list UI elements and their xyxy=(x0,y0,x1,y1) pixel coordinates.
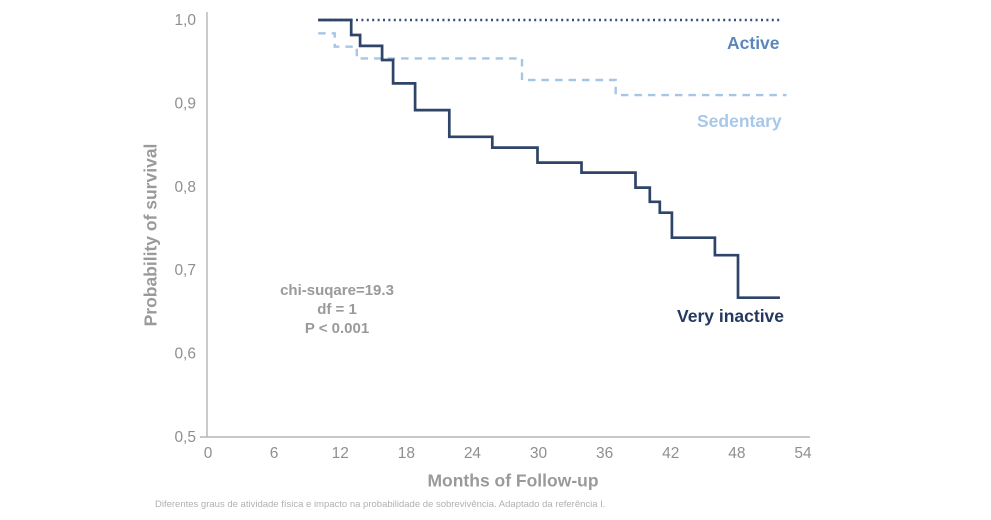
y-tick-label: 0,6 xyxy=(174,346,196,363)
x-tick-label: 54 xyxy=(794,445,812,462)
series-label-very-inactive: Very inactive xyxy=(677,306,785,326)
stats-df: df = 1 xyxy=(317,301,357,318)
y-tick-label: 0,9 xyxy=(174,95,196,112)
x-tick-label: 42 xyxy=(662,445,679,462)
series-label-sedentary: Sedentary xyxy=(697,111,782,131)
x-axis-title: Months of Follow-up xyxy=(427,470,599,491)
stats-p-value: P < 0.001 xyxy=(304,320,370,337)
y-tick-label: 0,5 xyxy=(174,429,196,446)
x-tick-label: 18 xyxy=(398,445,415,462)
x-tick-label: 30 xyxy=(530,445,548,462)
x-tick-label: 12 xyxy=(332,445,349,462)
y-tick-label: 1,0 xyxy=(174,12,196,29)
stats-chi-square: chi-suqare=19.3 xyxy=(280,282,394,299)
x-tick-label: 6 xyxy=(270,445,279,462)
stats-annotation: chi-suqare=19.3 df = 1 P < 0.001 xyxy=(237,281,437,338)
x-tick-label: 36 xyxy=(596,445,613,462)
figure-caption: Diferentes graus de atividade física e i… xyxy=(155,499,606,510)
series-label-active: Active xyxy=(727,33,780,53)
x-tick-label: 24 xyxy=(464,445,482,462)
y-axis-title: Probability of survival xyxy=(140,143,161,327)
y-tick-label: 0,7 xyxy=(174,262,196,279)
x-tick-label: 48 xyxy=(728,445,745,462)
y-tick-label: 0,8 xyxy=(174,179,196,196)
series-line-sedentary xyxy=(318,32,787,97)
series-line-very-inactive xyxy=(318,18,780,300)
x-tick-label: 0 xyxy=(204,445,213,462)
